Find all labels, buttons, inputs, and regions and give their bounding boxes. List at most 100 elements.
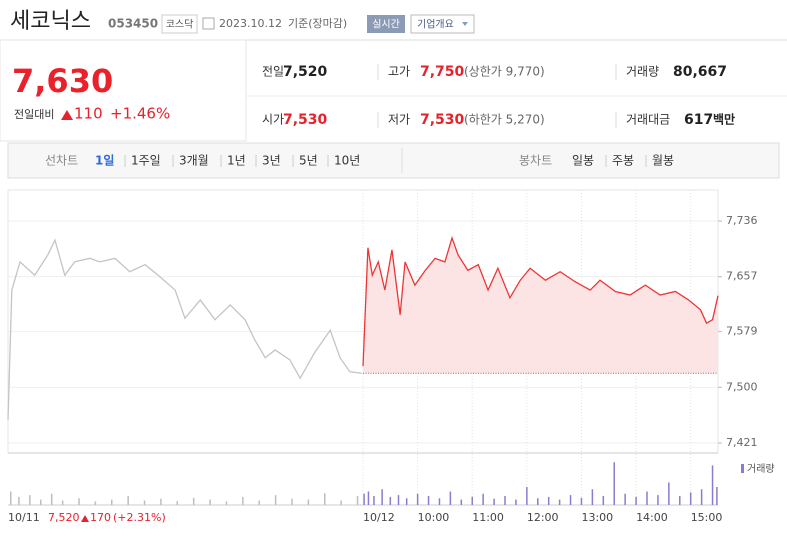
stat-unit: 백만	[713, 112, 735, 127]
volume-bar	[580, 497, 583, 505]
stat-label: 저가	[388, 113, 410, 127]
line-tab[interactable]: 3개월	[179, 154, 209, 168]
line-tab[interactable]: 1년	[227, 154, 246, 168]
line-tab[interactable]: 1주일	[131, 154, 161, 168]
prev-change: 170	[90, 511, 111, 524]
volume-bar	[192, 497, 195, 505]
volume-bar	[558, 499, 561, 505]
line-tab[interactable]: 10년	[334, 154, 360, 168]
volume-bar	[635, 496, 637, 505]
company-name: 세코닉스	[10, 9, 91, 34]
volume-legend: 거래량	[747, 463, 775, 475]
line-tab[interactable]: 5년	[299, 154, 318, 168]
stat-label: 거래량	[626, 65, 659, 79]
current-price: 7,630	[12, 62, 113, 100]
volume-bar	[449, 491, 452, 505]
volume-bar	[367, 491, 370, 505]
company-info[interactable]: 기업개요	[417, 18, 454, 31]
calendar-icon	[202, 17, 215, 30]
volume-bar	[209, 499, 211, 505]
volume-bar	[258, 500, 260, 505]
volume-bar	[291, 498, 293, 505]
volume-bar	[711, 465, 714, 505]
volume-bar	[225, 501, 228, 505]
y-tick-label: 7,657	[726, 270, 758, 283]
market-badge	[161, 14, 198, 34]
up-arrow	[61, 110, 73, 120]
up-arrow	[81, 515, 89, 522]
x-tick-label: 10:00	[418, 511, 450, 524]
x-tick-label: 11:00	[472, 511, 504, 524]
x-tick-label: 15:00	[691, 511, 723, 524]
candle-tab[interactable]: 월봉	[652, 154, 674, 168]
price-line	[7, 238, 362, 420]
stat-value: 7,530	[420, 112, 465, 128]
volume-bar	[504, 496, 506, 505]
line-tab[interactable]: 3년	[262, 154, 281, 168]
volume-bar	[646, 491, 648, 505]
line-tab[interactable]: 1일	[95, 154, 114, 168]
volume-bar	[18, 496, 20, 505]
candle-tab[interactable]: 주봉	[612, 154, 634, 168]
volume-bar	[679, 496, 681, 505]
stat-label: 시가	[262, 113, 284, 127]
stat-label: 거래대금	[626, 113, 670, 127]
stat-label: 고가	[388, 65, 410, 79]
volume-bar	[716, 487, 718, 505]
volume-bar	[40, 499, 42, 505]
volume-bar	[78, 498, 80, 505]
x-tick-label: 10/11	[8, 511, 40, 524]
volume-bar	[176, 500, 179, 505]
stat-label: 전일	[262, 65, 284, 79]
candle-chart-label: 봉차트	[519, 154, 552, 168]
stat-value: 7,520	[283, 64, 328, 80]
volume-bar	[143, 500, 146, 505]
volume-bar	[29, 495, 31, 505]
candle-tab[interactable]: 일봉	[572, 154, 594, 168]
volume-bar	[9, 491, 12, 505]
volume-bar	[405, 498, 408, 505]
prev-change-pct: (+2.31%)	[113, 511, 166, 524]
volume-bar	[340, 500, 342, 505]
chart: 7,421 7,500 7,579 7,657 7,736 10/11 10/12 10:00…	[7, 190, 758, 524]
volume-bar	[482, 493, 484, 505]
volume-bar	[569, 495, 572, 505]
volume-bar	[381, 489, 383, 505]
volume-bar	[689, 492, 692, 505]
x-tick-label: 13:00	[581, 511, 613, 524]
volume-bar	[324, 493, 326, 505]
volume-bar	[547, 496, 550, 505]
volume-bar	[515, 499, 517, 505]
volume-bar	[427, 496, 430, 505]
x-tick-label: 10/12	[363, 511, 395, 524]
volume-bar	[624, 493, 626, 505]
volume-bar	[127, 496, 129, 505]
line-chart-label: 선차트	[45, 154, 78, 168]
date: 2023.10.12	[219, 17, 282, 30]
volume-bar	[307, 499, 310, 505]
company-info-button[interactable]	[410, 14, 475, 34]
volume-bar	[94, 501, 97, 505]
change-pct: +1.46%	[110, 105, 170, 123]
stat-value: 7,750	[420, 64, 465, 80]
volume-bar	[668, 482, 670, 505]
market: 코스닥	[166, 19, 194, 31]
volume-bar	[471, 496, 473, 505]
volume-bar	[438, 498, 441, 505]
dropdown-arrow	[462, 22, 468, 26]
volume-bar	[111, 499, 113, 505]
volume-bar	[356, 496, 359, 505]
volume-bar	[397, 495, 400, 505]
change-label: 전일대비	[14, 107, 54, 121]
basis: 기준(장마감)	[288, 17, 347, 30]
volume-bar	[602, 496, 605, 505]
price-box	[0, 39, 247, 142]
volume-bar	[160, 498, 162, 505]
volume-bar	[389, 496, 392, 505]
y-tick-label: 7,579	[726, 325, 758, 338]
change: 110	[74, 105, 103, 123]
realtime-button[interactable]	[367, 15, 405, 33]
realtime[interactable]: 실시간	[372, 19, 400, 31]
y-tick-label: 7,736	[726, 214, 758, 227]
stat-note: (하한가 5,270)	[464, 113, 545, 127]
